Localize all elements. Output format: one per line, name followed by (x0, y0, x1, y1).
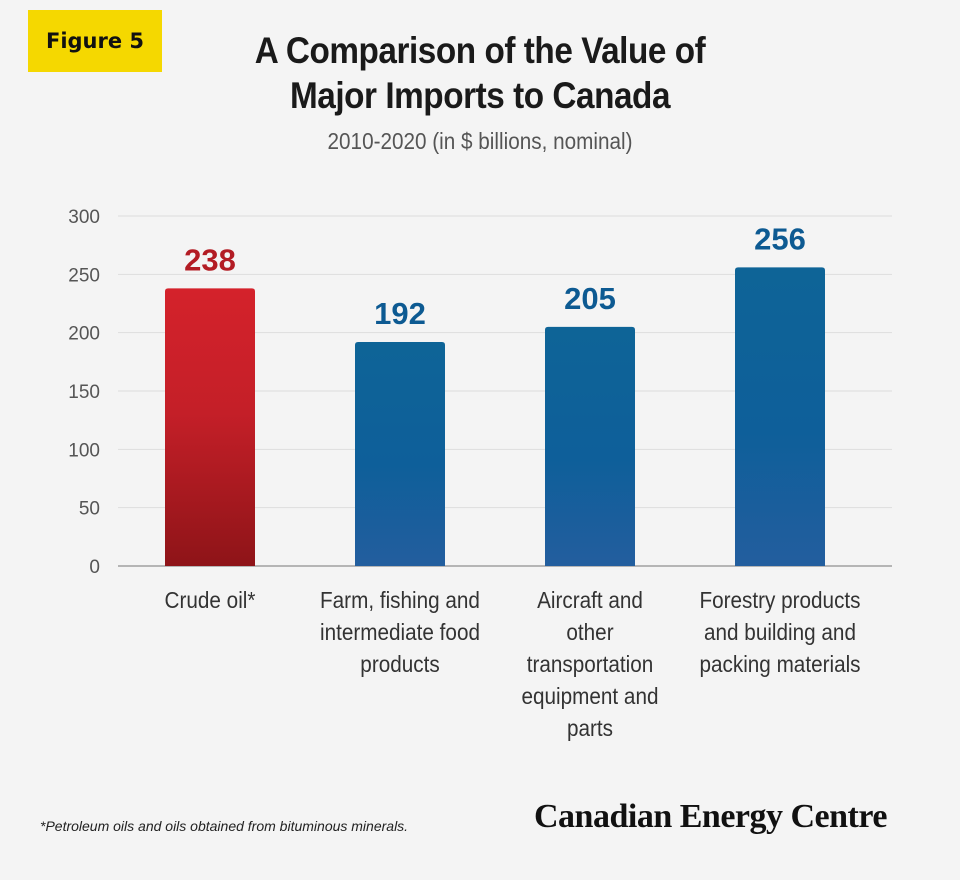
category-label-line: products (360, 651, 440, 677)
title-line-1: A Comparison of the Value of (254, 30, 706, 71)
category-label-crude-oil: Crude oil* (120, 584, 300, 616)
y-tick-label: 100 (68, 440, 100, 461)
chart-subtitle: 2010-2020 (in $ billions, nominal) (327, 128, 633, 154)
y-tick-label: 150 (68, 382, 100, 403)
category-label-line: and building and (704, 619, 856, 645)
y-tick-label: 300 (68, 207, 100, 228)
category-label-line: Aircraft and (537, 587, 643, 613)
bar-3 (735, 267, 825, 566)
category-label-line: parts (566, 715, 614, 741)
category-label-farm-fishing: Farm, fishing and intermediate food produc… (310, 584, 490, 680)
y-tick-label: 50 (79, 499, 100, 520)
figure-badge: Figure 5 (28, 10, 162, 72)
y-axis-ticks: 0 50 100 150 200 250 300 (68, 207, 100, 578)
category-label-line: transportation (526, 651, 654, 677)
category-label-line: equipment and (521, 683, 659, 709)
value-label-1: 192 (374, 296, 426, 331)
brand-logo-text: Canadian Energy Centre (534, 798, 887, 835)
bar-chart: 0 50 100 150 200 250 300 238 192 205 256 (68, 207, 892, 578)
category-label-line: packing materials (699, 651, 861, 677)
value-label-3: 256 (754, 221, 806, 256)
category-label-line: intermediate food (320, 619, 480, 645)
category-label-line: other (566, 619, 614, 645)
bar-1 (355, 342, 445, 566)
footnote: *Petroleum oils and oils obtained from b… (40, 818, 409, 834)
bar-2 (545, 326, 635, 566)
y-tick-label: 0 (89, 557, 100, 578)
title-line-2: Major Imports to Canada (289, 75, 671, 116)
value-labels: 238 192 205 256 (184, 221, 806, 331)
value-label-2: 205 (564, 281, 616, 316)
category-label-line: Farm, fishing and (320, 587, 480, 613)
category-label-line: Crude oil* (164, 587, 256, 613)
y-tick-label: 250 (68, 265, 100, 286)
category-label-forestry: Forestry products and building and packing… (690, 584, 870, 680)
bars (165, 267, 825, 566)
chart-title: A Comparison of the Value of Major Impor… (210, 28, 750, 118)
category-label-line: Forestry products (699, 587, 861, 613)
bar-0 (165, 288, 255, 566)
y-tick-label: 200 (68, 324, 100, 345)
category-label-aircraft: Aircraft and other transportation equipment… (500, 584, 680, 744)
value-label-0: 238 (184, 242, 236, 277)
